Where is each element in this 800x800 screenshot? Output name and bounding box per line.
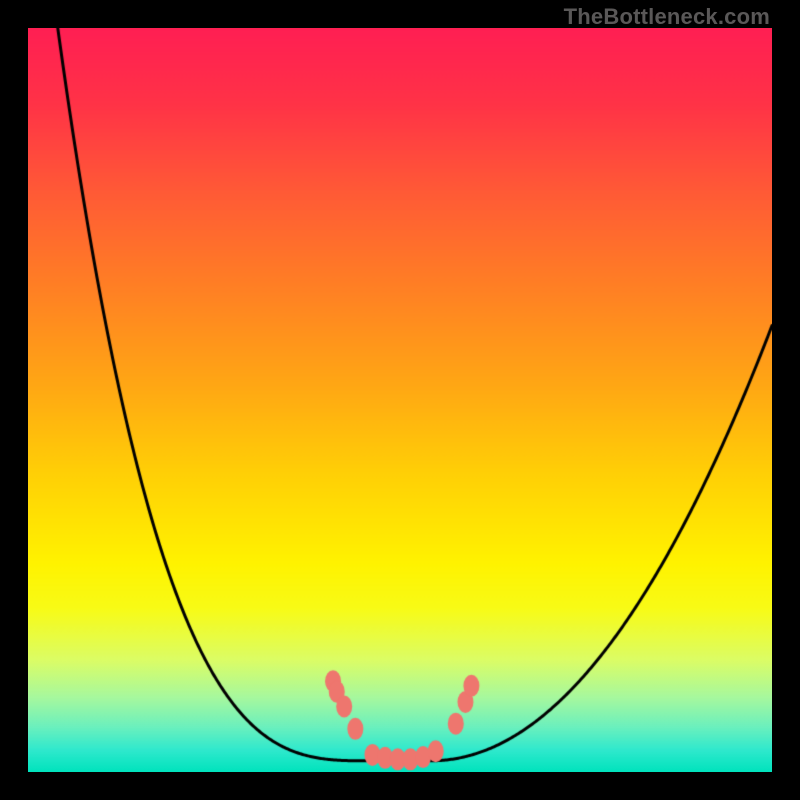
watermark-text: TheBottleneck.com [564,4,770,30]
plot-area [28,28,772,772]
figure-root: TheBottleneck.com [0,0,800,800]
bottleneck-curve [28,28,772,772]
